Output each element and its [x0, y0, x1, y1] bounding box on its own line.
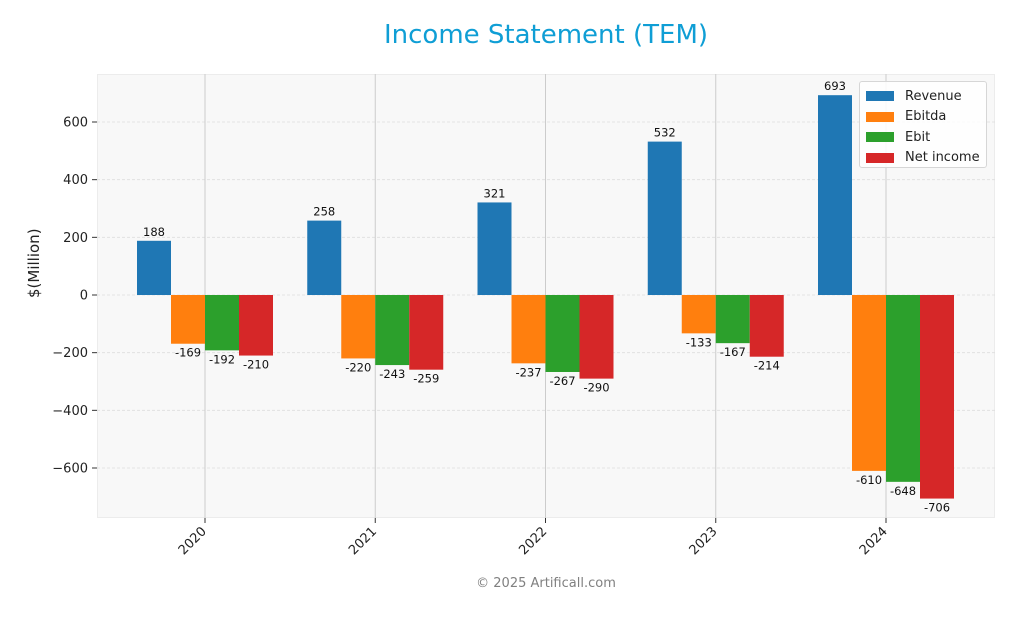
bar-net-income: [920, 295, 954, 499]
bar-value-label: 258: [313, 205, 335, 219]
bar-value-label: -243: [379, 367, 405, 381]
bar-value-label: 188: [143, 225, 165, 239]
bar-value-label: -706: [924, 501, 950, 515]
x-tick-label: 2023: [687, 524, 721, 558]
legend-swatch-net-income: [866, 152, 894, 163]
bar-ebitda: [171, 295, 205, 344]
y-tick-label: 200: [63, 231, 88, 246]
legend-swatch-revenue: [866, 91, 894, 102]
bar-value-label: -610: [856, 473, 882, 487]
y-tick-label: −600: [52, 462, 88, 477]
legend-item-revenue: Revenue: [866, 86, 980, 107]
bar-value-label: -192: [209, 352, 235, 366]
legend-item-net-income: Net income: [866, 148, 980, 169]
bar-value-label: -167: [720, 345, 746, 359]
y-axis-label: $(Million): [25, 228, 43, 298]
bar-value-label: -220: [345, 360, 371, 374]
bar-value-label: -267: [549, 374, 575, 388]
bar-value-label: -214: [754, 359, 780, 373]
bar-value-label: -133: [686, 335, 712, 349]
bar-revenue: [307, 220, 342, 295]
bar-ebitda: [852, 295, 886, 471]
x-tick-label: 2024: [857, 524, 891, 558]
bar-value-label: -648: [890, 484, 916, 498]
bar-ebitda: [341, 295, 376, 359]
legend-label: Revenue: [905, 88, 962, 104]
bar-value-label: 532: [654, 126, 676, 140]
bar-net-income: [579, 295, 614, 379]
y-tick-label: −400: [52, 404, 88, 419]
legend-label: Net income: [905, 150, 980, 166]
bar-net-income: [749, 295, 784, 357]
bar-value-label: -169: [175, 346, 201, 360]
legend-label: Ebit: [905, 129, 931, 145]
bar-ebit: [886, 295, 920, 482]
legend-item-ebit: Ebit: [866, 127, 980, 148]
bar-ebit: [715, 295, 750, 344]
bar-value-label: -237: [515, 365, 541, 379]
y-tick-label: 0: [80, 289, 88, 304]
y-tick-label: −200: [52, 346, 88, 361]
y-tick-label: 600: [63, 116, 88, 131]
x-tick-label: 2020: [176, 524, 210, 558]
legend-item-ebitda: Ebitda: [866, 107, 980, 128]
y-tick-label: 400: [63, 173, 88, 188]
legend-label: Ebitda: [905, 109, 947, 125]
bar-value-label: -210: [243, 358, 269, 372]
legend: Revenue Ebitda Ebit Net income: [859, 81, 987, 168]
bar-revenue: [137, 240, 171, 295]
chart-title: Income Statement (TEM): [383, 20, 709, 50]
bar-value-label: -259: [413, 372, 439, 386]
bar-value-label: 321: [484, 186, 506, 200]
copyright-footer: © 2025 Artificall.com: [476, 576, 616, 591]
bar-revenue: [818, 95, 852, 295]
x-tick-label: 2022: [516, 524, 550, 558]
bar-revenue: [477, 202, 512, 295]
x-tick-label: 2021: [346, 524, 380, 558]
bar-revenue: [647, 141, 682, 295]
bar-value-label: 693: [824, 79, 846, 93]
bar-ebit: [545, 295, 580, 372]
legend-swatch-ebitda: [866, 111, 894, 122]
bar-net-income: [409, 295, 444, 370]
bar-ebitda: [511, 295, 546, 364]
bar-value-label: -290: [583, 381, 609, 395]
bar-ebit: [375, 295, 410, 366]
legend-swatch-ebit: [866, 132, 894, 143]
bar-ebitda: [681, 295, 716, 334]
bar-net-income: [239, 295, 273, 356]
bar-ebit: [205, 295, 239, 351]
